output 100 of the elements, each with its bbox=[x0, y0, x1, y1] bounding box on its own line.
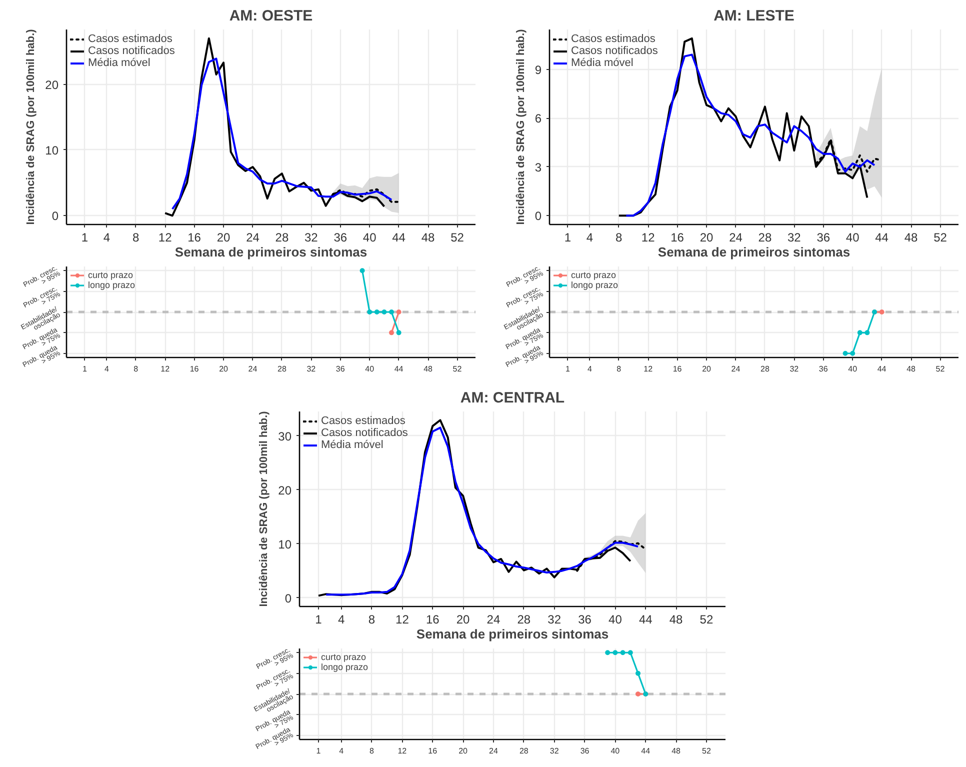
line-series bbox=[171, 58, 393, 210]
x-tick-label: 24 bbox=[486, 612, 500, 626]
legend-label: longo prazo bbox=[321, 662, 368, 672]
x-tick-label: 16 bbox=[672, 364, 682, 374]
x-tick-label: 12 bbox=[160, 364, 170, 374]
x-tick-label: 40 bbox=[362, 230, 377, 244]
x-tick-label: 52 bbox=[934, 230, 948, 244]
x-tick-label: 20 bbox=[216, 230, 231, 244]
x-tick-label: 12 bbox=[398, 746, 408, 756]
x-tick-label: 32 bbox=[790, 364, 800, 374]
x-tick-label: 16 bbox=[670, 230, 684, 244]
x-tick-label: 52 bbox=[452, 364, 462, 374]
x-tick-label: 40 bbox=[846, 230, 860, 244]
x-tick-label: 4 bbox=[338, 612, 345, 626]
y-tick-label: 20 bbox=[278, 483, 292, 498]
x-tick-label: 36 bbox=[818, 364, 828, 374]
x-tick-label: 4 bbox=[587, 364, 592, 374]
legend-label: Casos notificados bbox=[571, 45, 658, 57]
x-axis-title: Semana de primeiros sintomas bbox=[658, 244, 850, 260]
x-tick-label: 40 bbox=[848, 364, 858, 374]
x-tick-label: 1 bbox=[316, 746, 322, 756]
x-tick-label: 48 bbox=[904, 230, 918, 244]
x-tick-label: 1 bbox=[315, 612, 322, 626]
x-tick-label: 20 bbox=[219, 364, 229, 374]
x-tick-label: 32 bbox=[304, 230, 318, 244]
legend-label: Casos notificados bbox=[321, 427, 408, 439]
x-axis-title: Semana de primeiros sintomas bbox=[174, 244, 368, 260]
x-tick-label: 16 bbox=[188, 230, 202, 244]
x-tick-label: 24 bbox=[246, 230, 260, 244]
x-tick-label: 36 bbox=[334, 230, 348, 244]
x-tick-label: 40 bbox=[610, 746, 620, 756]
y-tick-label: 20 bbox=[45, 78, 59, 92]
x-tick-label: 48 bbox=[424, 364, 434, 374]
x-tick-label: 8 bbox=[616, 364, 622, 374]
legend-label: Casos estimados bbox=[571, 33, 656, 45]
x-tick-label: 4 bbox=[586, 230, 594, 244]
x-tick-label: 4 bbox=[339, 746, 344, 756]
x-tick-label: 28 bbox=[519, 746, 529, 756]
x-tick-label: 16 bbox=[426, 612, 440, 626]
legend-label: Casos estimados bbox=[88, 33, 172, 45]
x-tick-label: 32 bbox=[548, 612, 562, 626]
y-axis-title: Incidência de SRAG (por 100mil hab.) bbox=[258, 410, 270, 607]
x-tick-label: 48 bbox=[906, 364, 916, 374]
x-tick-label: 8 bbox=[370, 746, 375, 756]
x-tick-label: 8 bbox=[134, 364, 139, 374]
x-tick-label: 24 bbox=[489, 746, 498, 756]
x-tick-label: 1 bbox=[564, 230, 572, 244]
x-tick-label: 28 bbox=[760, 364, 770, 374]
y-tick-label: 9 bbox=[534, 62, 542, 77]
x-tick-label: 20 bbox=[456, 612, 470, 626]
x-tick-label: 44 bbox=[877, 364, 887, 374]
legend-label: curto prazo bbox=[321, 652, 366, 662]
x-tick-label: 36 bbox=[580, 746, 590, 756]
x-tick-label: 24 bbox=[731, 364, 741, 374]
x-tick-label: 44 bbox=[641, 746, 651, 756]
x-tick-label: 8 bbox=[368, 612, 376, 626]
chart-title: AM: OESTE bbox=[229, 8, 313, 24]
x-axis-title: Semana de primeiros sintomas bbox=[416, 626, 609, 642]
x-tick-label: 8 bbox=[616, 230, 623, 244]
y-tick-label: 0 bbox=[52, 209, 59, 224]
y-tick-label: 10 bbox=[278, 537, 292, 552]
chart-title: AM: CENTRAL bbox=[460, 390, 565, 406]
x-tick-label: 28 bbox=[758, 230, 772, 244]
y-tick-label: 0 bbox=[534, 209, 542, 224]
x-tick-label: 24 bbox=[248, 364, 258, 374]
y-axis-title: Incidência de SRAG (por 100mil hab.) bbox=[25, 28, 38, 225]
y-tick-label: 10 bbox=[45, 143, 59, 158]
legend-label: Casos estimados bbox=[321, 415, 406, 427]
x-tick-label: 28 bbox=[275, 230, 289, 244]
x-tick-label: 20 bbox=[700, 230, 714, 244]
x-tick-label: 44 bbox=[392, 230, 406, 244]
x-tick-label: 28 bbox=[278, 364, 287, 374]
y-tick-label: 0 bbox=[284, 591, 292, 606]
x-tick-label: 4 bbox=[103, 230, 110, 244]
y-tick-label: 6 bbox=[534, 112, 542, 126]
x-tick-label: 20 bbox=[702, 364, 712, 374]
legend-label: longo prazo bbox=[88, 280, 136, 290]
x-tick-label: 16 bbox=[190, 364, 200, 374]
x-tick-label: 32 bbox=[306, 364, 316, 374]
y-axis-title: Incidência de SRAG (por 100mil hab.) bbox=[514, 28, 527, 225]
y-tick-label: 30 bbox=[278, 429, 292, 444]
x-tick-label: 12 bbox=[158, 230, 172, 244]
x-tick-label: 8 bbox=[132, 230, 140, 244]
x-tick-label: 1 bbox=[566, 364, 571, 374]
x-tick-label: 28 bbox=[517, 612, 531, 626]
x-tick-label: 52 bbox=[936, 364, 946, 374]
legend-label: Casos notificados bbox=[88, 45, 175, 57]
legend-label: Média móvel bbox=[321, 439, 384, 451]
x-tick-label: 44 bbox=[875, 230, 889, 244]
x-tick-label: 32 bbox=[550, 746, 560, 756]
x-tick-label: 44 bbox=[394, 364, 404, 374]
x-tick-label: 36 bbox=[816, 230, 830, 244]
x-tick-label: 1 bbox=[81, 230, 88, 244]
x-tick-label: 40 bbox=[365, 364, 375, 374]
x-tick-label: 24 bbox=[729, 230, 743, 244]
x-tick-label: 32 bbox=[787, 230, 802, 244]
y-tick-label: 3 bbox=[534, 160, 542, 174]
x-tick-label: 52 bbox=[702, 746, 712, 756]
x-tick-label: 1 bbox=[82, 364, 88, 374]
x-tick-label: 12 bbox=[644, 364, 654, 374]
